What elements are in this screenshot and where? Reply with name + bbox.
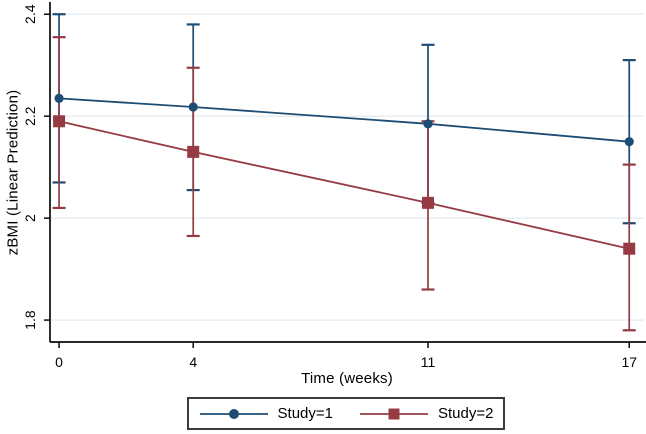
legend-swatch-square-icon xyxy=(360,408,428,419)
legend: Study=1 Study=2 xyxy=(187,397,505,430)
x-tick-label: 0 xyxy=(55,354,63,370)
y-tick-label: 2 xyxy=(22,214,38,222)
y-tick-label: 2.2 xyxy=(22,106,38,126)
marker-circle-0 xyxy=(624,137,634,147)
legend-label-study2: Study=2 xyxy=(438,405,494,422)
legend-label-study1: Study=1 xyxy=(277,405,333,422)
marker-circle-0 xyxy=(188,102,198,112)
y-axis-title: zBMI (Linear Prediction) xyxy=(4,89,22,256)
marker-square-1 xyxy=(421,196,434,209)
marker-square-1 xyxy=(623,242,636,255)
x-tick-label: 4 xyxy=(189,354,197,370)
x-tick-label: 17 xyxy=(621,354,637,370)
legend-item-study2: Study=2 xyxy=(359,405,493,422)
legend-swatch-circle-icon xyxy=(199,408,268,419)
marker-square-1 xyxy=(53,115,66,128)
y-tick-label: 2.4 xyxy=(22,4,38,24)
x-axis-title: Time (weeks) xyxy=(301,370,393,387)
legend-item-study1: Study=1 xyxy=(199,405,333,422)
y-tick-label: 1.8 xyxy=(22,310,38,330)
x-tick-label: 11 xyxy=(421,354,436,370)
series-line-1 xyxy=(58,120,630,250)
series-line-0 xyxy=(58,97,630,143)
marker-circle-0 xyxy=(423,119,433,129)
marker-square-1 xyxy=(187,145,200,158)
marker-circle-0 xyxy=(54,93,64,103)
